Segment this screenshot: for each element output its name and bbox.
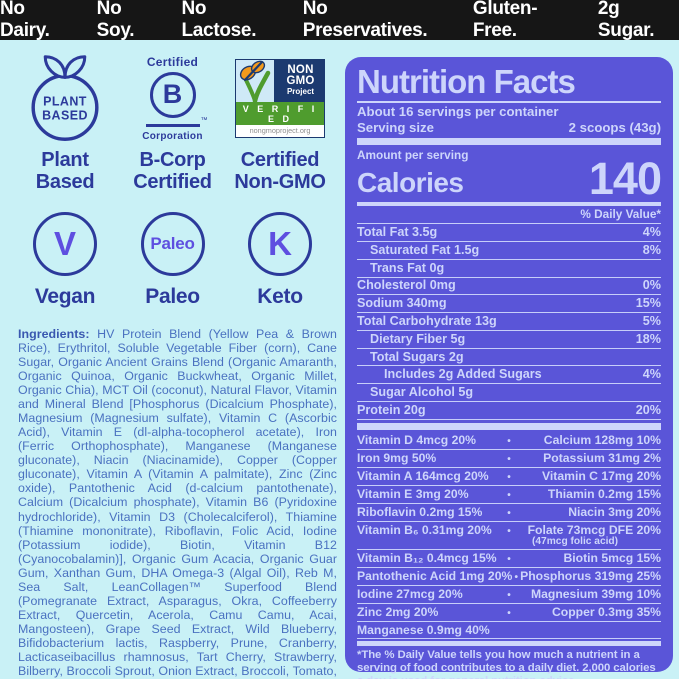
claim-no-soy: No Soy. bbox=[96, 0, 135, 41]
badge-non-gmo: NON GMO Project V E R I F I E D nongmopr… bbox=[227, 54, 333, 194]
vitamin-row-iron-potassium: Iron 9mg 50% • Potassium 31mg 2% bbox=[357, 450, 661, 468]
calories-row: Calories 140 bbox=[357, 152, 662, 204]
vitamin-row-riboflavin-niacin: Riboflavin 0.2mg 15% • Niacin 3mg 20% bbox=[357, 504, 661, 522]
daily-value-header: % Daily Value* bbox=[357, 207, 661, 225]
badge-b-corp: Certified B ™ Corporation B-Corp Certifi… bbox=[120, 54, 226, 194]
vitamin-row-manganese: Manganese 0.9mg 40% bbox=[357, 622, 661, 640]
keto-label: Keto bbox=[257, 284, 303, 308]
claim-no-dairy: No Dairy. bbox=[0, 0, 50, 41]
thick-divider bbox=[357, 422, 661, 430]
bullet-separator: • bbox=[507, 553, 511, 565]
thick-divider bbox=[357, 137, 661, 145]
bullet-separator: • bbox=[507, 489, 511, 501]
medium-divider bbox=[357, 641, 661, 646]
nutrient-row-sugar-alcohol: Sugar Alcohol 5g bbox=[357, 384, 661, 402]
ingredients-paragraph: Ingredients: HV Protein Blend (Yellow Pe… bbox=[18, 327, 337, 679]
b-corp-label: B-Corp Certified bbox=[133, 149, 212, 194]
claim-2g-sugar: 2g Sugar. bbox=[597, 0, 655, 41]
claim-no-lactose: No Lactose. bbox=[181, 0, 257, 41]
serving-size-label: Serving size bbox=[357, 119, 434, 135]
vegan-icon: V bbox=[33, 211, 97, 276]
daily-value-footnote: *The % Daily Value tells you how much a … bbox=[357, 648, 656, 679]
b-corp-icon: Certified B ™ Corporation bbox=[142, 54, 208, 142]
bullet-separator: • bbox=[507, 453, 511, 465]
bullet-separator: • bbox=[507, 507, 511, 519]
keto-icon: K bbox=[248, 211, 312, 276]
paleo-icon: Paleo bbox=[140, 211, 205, 276]
svg-text:PLANT: PLANT bbox=[43, 95, 87, 109]
trademark-symbol: ™ bbox=[200, 116, 208, 124]
vitamin-row-a-c: Vitamin A 164mcg 20% • Vitamin C 17mg 20% bbox=[357, 468, 661, 486]
certification-badges-row: PLANT BASED Plant Based Certified B ™ Co… bbox=[0, 54, 345, 194]
butterfly-icon bbox=[239, 60, 271, 102]
ingredients-text: HV Protein Blend (Yellow Pea & Brown Ric… bbox=[18, 327, 337, 679]
left-column: PLANT BASED Plant Based Certified B ™ Co… bbox=[0, 40, 345, 679]
vitamin-row-b6-folate: Vitamin B₆ 0.31mg 20% • Folate 73mcg DFE 2… bbox=[357, 522, 661, 550]
nutrient-row-total-sugars: Total Sugars 2g bbox=[357, 349, 661, 367]
nutrient-row-dietary-fiber: Dietary Fiber 5g 18% bbox=[357, 331, 661, 349]
nutrition-facts-panel: Nutrition Facts About 16 servings per co… bbox=[345, 57, 673, 679]
vitamin-row-pantothenic-phosphorus: Pantothenic Acid 1mg 20% • Phosphorus 319m… bbox=[357, 568, 661, 586]
bullet-separator: • bbox=[507, 607, 511, 619]
diet-badges-row: V Vegan Paleo Paleo K Keto bbox=[0, 211, 345, 309]
claim-no-preservatives: No Preservatives. bbox=[302, 0, 428, 41]
vitamin-row-e-thiamin: Vitamin E 3mg 20% • Thiamin 0.2mg 15% bbox=[357, 486, 661, 504]
bullet-separator: • bbox=[507, 435, 511, 447]
plant-based-icon: PLANT BASED bbox=[31, 55, 99, 141]
serving-size-row: Serving size 2 scoops (43g) bbox=[357, 120, 661, 135]
vitamin-row-iodine-magnesium: Iodine 27mcg 20% • Magnesium 39mg 10% bbox=[357, 586, 661, 604]
paleo-label: Paleo bbox=[145, 284, 200, 308]
bullet-separator: • bbox=[514, 571, 518, 583]
vegan-label: Vegan bbox=[34, 284, 96, 308]
plant-based-label: Plant Based bbox=[35, 149, 95, 194]
nutrient-row-sodium: Sodium 340mg 15% bbox=[357, 295, 661, 314]
badge-paleo: Paleo Paleo bbox=[120, 211, 226, 309]
non-gmo-label: Certified Non-GMO bbox=[234, 149, 326, 194]
nongmo-url: nongmoproject.org bbox=[249, 126, 311, 135]
nutrient-row-protein: Protein 20g 20% bbox=[357, 402, 661, 420]
badge-keto: K Keto bbox=[227, 211, 333, 309]
svg-text:BASED: BASED bbox=[42, 109, 88, 123]
calories-value: 140 bbox=[588, 152, 662, 204]
vitamin-row-b12-biotin: Vitamin B₁₂ 0.4mcg 15% • Biotin 5mcg 15% bbox=[357, 550, 661, 568]
servings-per-container: About 16 servings per container bbox=[357, 103, 559, 119]
vitamin-row-zinc-copper: Zinc 2mg 20% • Copper 0.3mg 35% bbox=[357, 604, 661, 622]
nutrient-row-added-sugars: Includes 2g Added Sugars 4% bbox=[357, 366, 661, 385]
ingredients-label: Ingredients: bbox=[18, 327, 90, 342]
vitamin-row-d-calcium: Vitamin D 4mcg 20% • Calcium 128mg 10% bbox=[357, 432, 661, 450]
amount-per-serving: Amount per serving bbox=[357, 147, 469, 162]
badge-plant-based: PLANT BASED Plant Based bbox=[12, 54, 118, 194]
calories-label: Calories bbox=[357, 166, 464, 198]
bullet-separator: • bbox=[507, 525, 511, 537]
badge-vegan: V Vegan bbox=[12, 211, 118, 309]
nutrient-row-total-carbohydrate: Total Carbohydrate 13g 5% bbox=[357, 313, 661, 331]
non-gmo-verified-icon: NON GMO Project V E R I F I E D nongmopr… bbox=[235, 58, 325, 138]
verified-band: V E R I F I E D bbox=[236, 101, 324, 125]
nutrient-row-total-fat: Total Fat 3.5g 4% bbox=[357, 224, 661, 242]
bullet-separator: • bbox=[507, 589, 511, 601]
nutrient-row-cholesterol: Cholesterol 0mg 0% bbox=[357, 278, 661, 296]
nutrient-row-saturated-fat: Saturated Fat 1.5g 8% bbox=[357, 242, 661, 260]
divider bbox=[357, 101, 661, 103]
bullet-separator: • bbox=[507, 471, 511, 483]
folate-sub-note: (47mcg folic acid) bbox=[532, 535, 619, 547]
serving-size-value: 2 scoops (43g) bbox=[568, 119, 661, 135]
nutrition-facts-title: Nutrition Facts bbox=[357, 63, 576, 100]
claim-gluten-free: Gluten-Free. bbox=[472, 0, 538, 41]
nutrient-row-trans-fat: Trans Fat 0g bbox=[357, 260, 661, 278]
medium-divider bbox=[357, 201, 661, 207]
claims-bar: No Dairy. No Soy. No Lactose. No Preserv… bbox=[0, 0, 679, 41]
